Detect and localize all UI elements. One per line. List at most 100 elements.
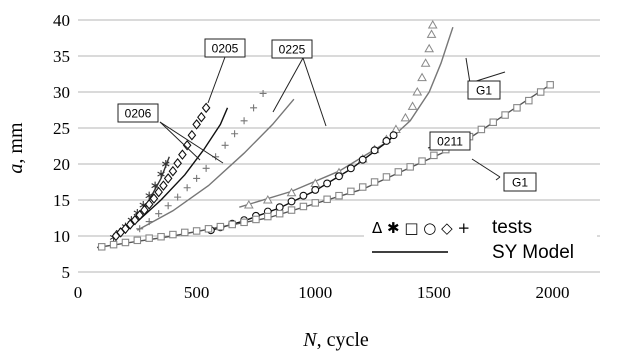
square-marker-G1 (109, 240, 118, 249)
triangle-marker-G1 (407, 101, 418, 110)
square-marker-G1 (382, 173, 391, 181)
annotations: 0206 0205 0225 0211 G1 G1 (117, 38, 537, 192)
y-tick-label: 15 (53, 191, 70, 210)
plus-marker-0225 (259, 89, 267, 97)
plus-marker-0225 (250, 104, 258, 112)
annotation-leader-line (272, 57, 304, 113)
x-tick-label: 1000 (298, 283, 332, 302)
asterisk-marker-0206 (162, 160, 170, 168)
square-marker-G1 (501, 111, 509, 119)
annotation-leader-line (465, 57, 471, 84)
diamond-marker-0205 (178, 149, 187, 160)
x-tick-label: 2000 (536, 283, 570, 302)
asterisk-marker-0206 (151, 181, 159, 190)
annotation-leader-line (159, 121, 201, 161)
diamond-marker-0205 (201, 102, 211, 114)
square-marker-G1 (430, 151, 438, 160)
plus-marker-0225 (193, 174, 201, 182)
triangle-marker-G1 (400, 112, 411, 122)
square-marker-G1 (546, 81, 554, 89)
annotation-box (117, 103, 159, 123)
square-marker-G1 (489, 118, 497, 126)
circle-marker-0211 (311, 185, 320, 194)
annotation-label: 0205 (212, 42, 239, 56)
annotation-leader-line (302, 57, 327, 127)
diamond-marker-0205 (192, 119, 201, 130)
square-marker-G1 (370, 178, 379, 186)
triangle-marker-G1 (424, 43, 435, 53)
y-tick-labels: 5 10 15 20 25 30 35 40 (53, 11, 70, 282)
diamond-marker-0205 (135, 209, 145, 221)
circle-marker-0211 (299, 191, 308, 200)
plus-marker-0225 (155, 210, 163, 218)
square-marker-G1 (347, 187, 355, 196)
annotation-label: 0211 (437, 135, 463, 149)
triangle-marker-G1 (243, 200, 254, 209)
diamond-marker-0205 (159, 180, 168, 191)
triangle-marker-G1 (426, 29, 437, 38)
square-marker-G1 (323, 195, 331, 204)
y-tick-label: 25 (53, 119, 70, 138)
model-curve-0225 (136, 98, 295, 231)
x-tick-label: 500 (184, 283, 210, 302)
annotation-leader-line (495, 176, 501, 181)
square-marker-G1 (145, 234, 153, 242)
square-marker-G1 (418, 157, 426, 165)
diamond-marker-0205 (173, 158, 182, 169)
annotation-leader-line (207, 56, 226, 104)
square-marker-G1 (97, 243, 106, 251)
asterisk-marker-0206 (157, 170, 165, 179)
x-tick-label: 0 (74, 283, 83, 302)
plus-marker-0225 (202, 164, 210, 172)
model-curve-G1 (239, 26, 454, 208)
square-marker-G1 (406, 163, 414, 171)
diamond-marker-0205 (187, 129, 197, 141)
plus-marker-0225 (231, 130, 239, 138)
circle-marker-0211 (346, 164, 355, 173)
annotation-box (429, 131, 471, 151)
annotation-box (467, 80, 501, 100)
circle-marker-0211 (287, 197, 296, 206)
square-marker-G1 (264, 212, 272, 221)
diamond-marker-0205 (140, 204, 149, 216)
legend: Δ ✱ □ ○ ◇ + tests SY Model (364, 212, 597, 268)
y-tick-label: 5 (62, 263, 71, 282)
plus-marker-0225 (145, 218, 153, 226)
square-marker-G1 (335, 191, 343, 200)
diamond-marker-0205 (121, 223, 130, 235)
diamond-marker-0205 (182, 140, 192, 151)
plus-marker-0225 (240, 117, 248, 125)
annotation-label: 0206 (125, 107, 152, 121)
plus-marker-0225 (174, 193, 182, 201)
annotation-label: 0225 (279, 43, 306, 57)
plus-marker-0225 (136, 225, 144, 233)
x-axis-title: N, cycle (302, 329, 369, 351)
square-marker-G1 (311, 199, 320, 207)
x-tick-labels: 0 500 1000 1500 2000 (74, 283, 570, 302)
test-markers (97, 20, 554, 251)
legend-tests-symbols: Δ ✱ □ ○ ◇ + (372, 219, 470, 237)
circle-marker-0211 (358, 155, 367, 164)
square-marker-G1 (299, 202, 308, 211)
square-marker-G1 (477, 125, 486, 134)
square-marker-G1 (204, 225, 213, 233)
square-marker-G1 (181, 228, 189, 237)
model-curve-0206 (113, 156, 170, 240)
triangle-marker-G1 (286, 187, 297, 197)
plus-marker-0225 (183, 184, 191, 192)
plus-marker-0225 (164, 202, 172, 210)
circle-marker-0211 (335, 172, 343, 181)
triangle-marker-G1 (427, 20, 438, 29)
square-marker-G1 (536, 88, 545, 96)
square-marker-G1 (121, 238, 130, 247)
square-marker-G1 (133, 236, 142, 245)
annotation-leader-line (159, 121, 224, 164)
circle-marker-0211 (382, 137, 391, 145)
y-tick-label: 40 (53, 11, 70, 30)
annotation-label: G1 (512, 176, 528, 190)
diamond-marker-0205 (154, 186, 163, 198)
diamond-marker-0205 (149, 193, 159, 204)
square-marker-G1 (192, 227, 201, 235)
y-tick-label: 30 (53, 83, 70, 102)
diamond-marker-0205 (197, 111, 206, 123)
